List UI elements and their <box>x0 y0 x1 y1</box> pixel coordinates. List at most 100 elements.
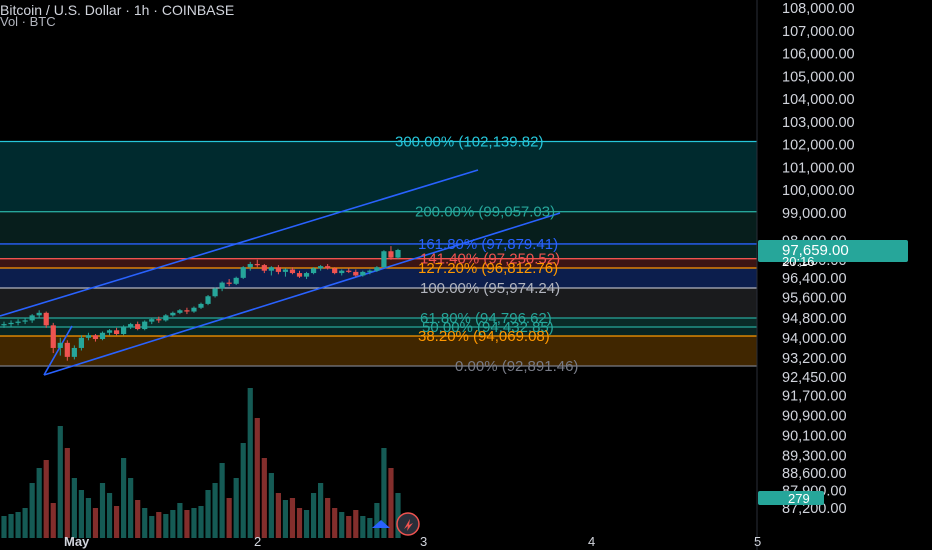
fib-band <box>0 268 757 288</box>
fib-label: 38.20% (94,069.08) <box>418 328 550 345</box>
volume-bar <box>121 458 127 538</box>
candle-body <box>22 320 28 322</box>
price-tick-label: 100,000.00 <box>782 183 855 199</box>
volume-bar <box>388 468 394 538</box>
fib-label: 300.00% (102,139.82) <box>395 133 543 150</box>
volume-bar <box>8 514 14 538</box>
price-tick-label: 95,600.00 <box>782 291 847 307</box>
volume-bar <box>57 426 63 538</box>
candle-body <box>106 330 113 333</box>
price-tick-label: 94,000.00 <box>782 331 847 347</box>
candle-body <box>233 277 239 284</box>
candle-body <box>381 251 387 268</box>
last-volume-badge <box>758 491 824 505</box>
candle-body <box>226 282 232 284</box>
volume-bar <box>43 460 49 538</box>
candle-body <box>282 269 289 272</box>
candle-body <box>8 322 14 325</box>
last-price-badge <box>758 240 908 262</box>
candle-body <box>332 268 338 274</box>
symbol-title[interactable]: Bitcoin / U.S. Dollar · 1h · COINBASE <box>0 2 235 18</box>
volume-bar <box>170 510 176 538</box>
volume-bar <box>78 490 84 538</box>
volume-bar <box>135 500 141 538</box>
volume-bar <box>296 508 303 538</box>
volume-bar <box>29 483 35 538</box>
candle-body <box>15 321 21 323</box>
replay-icon[interactable] <box>372 512 420 536</box>
volume-bar <box>346 516 352 538</box>
volume-bar <box>128 478 134 538</box>
candle-body <box>289 269 296 274</box>
candle-body <box>149 319 155 322</box>
time-axis[interactable]: May 2 3 4 5 <box>64 534 761 549</box>
channel-upper-line[interactable] <box>0 169 479 317</box>
candle-body <box>254 264 260 266</box>
volume-bar <box>395 493 401 538</box>
volume-bar <box>92 508 99 538</box>
volume-bar <box>240 443 246 538</box>
channel-lower-line[interactable] <box>43 212 561 376</box>
volume-bar <box>303 510 310 538</box>
candle-body <box>296 273 303 277</box>
fib-label: 141.40% (97,250.52) <box>420 251 560 268</box>
candle-body <box>64 342 70 357</box>
candle-body <box>128 324 134 327</box>
price-tick-label: 90,100.00 <box>782 429 847 445</box>
price-tick-label: 101,000.00 <box>782 160 855 176</box>
last-price-label: 97,659.00 <box>782 242 849 259</box>
price-tick-label: 104,000.00 <box>782 92 855 108</box>
candle-body <box>36 312 42 316</box>
price-tick-label: 105,000.00 <box>782 69 855 85</box>
price-tick-label: 93,200.00 <box>782 351 847 367</box>
candle-body <box>99 332 106 340</box>
candle-body <box>268 267 274 271</box>
time-tick-label: 3 <box>420 534 427 549</box>
fib-bands <box>0 141 757 366</box>
candle-body <box>57 342 63 348</box>
candle-body <box>170 312 176 316</box>
volume-bar <box>268 473 274 538</box>
volume-bar <box>22 508 28 538</box>
price-tick-label: 89,300.00 <box>782 448 847 464</box>
volume-bar <box>36 468 42 538</box>
candle-body <box>346 270 352 272</box>
volume-bar <box>247 388 253 538</box>
candle-body <box>50 325 56 348</box>
candle-body <box>303 273 310 277</box>
volume-bar <box>275 493 281 538</box>
fib-band <box>0 318 757 327</box>
fib-labels: 300.00% (102,139.82) 200.00% (99,057.03) 1… <box>395 133 578 375</box>
volume-bar <box>289 498 296 538</box>
volume-bar <box>381 448 387 538</box>
candle-body <box>156 319 162 321</box>
volume-bar <box>318 483 324 538</box>
volume-bar <box>156 512 162 538</box>
candle-body <box>374 267 380 271</box>
price-tick-label: 96,400.00 <box>782 271 847 287</box>
candle-body <box>360 271 366 276</box>
time-tick-label: 2 <box>254 534 261 549</box>
last-volume-label: 279 <box>788 491 810 506</box>
candle-body <box>205 296 211 304</box>
volume-bar <box>149 516 155 538</box>
time-tick-label: 5 <box>754 534 761 549</box>
candle-body <box>184 310 190 312</box>
candle-body <box>388 251 394 258</box>
price-tick-label: 88,600.00 <box>782 466 847 482</box>
volume-bar <box>219 463 225 538</box>
volume-bar <box>184 510 190 538</box>
fib-label: 0.00% (92,891.46) <box>455 358 578 375</box>
candle-body <box>43 312 49 326</box>
candle-body <box>142 321 148 330</box>
fib-band <box>0 336 757 366</box>
candle-body <box>339 270 345 274</box>
volume-bar <box>198 506 204 538</box>
volume-bar <box>106 493 113 538</box>
volume-bar <box>99 483 106 538</box>
trend-channel[interactable] <box>0 169 561 376</box>
channel-anchor-line[interactable] <box>43 325 73 376</box>
fib-label: 100.00% (95,974.24) <box>420 280 560 297</box>
